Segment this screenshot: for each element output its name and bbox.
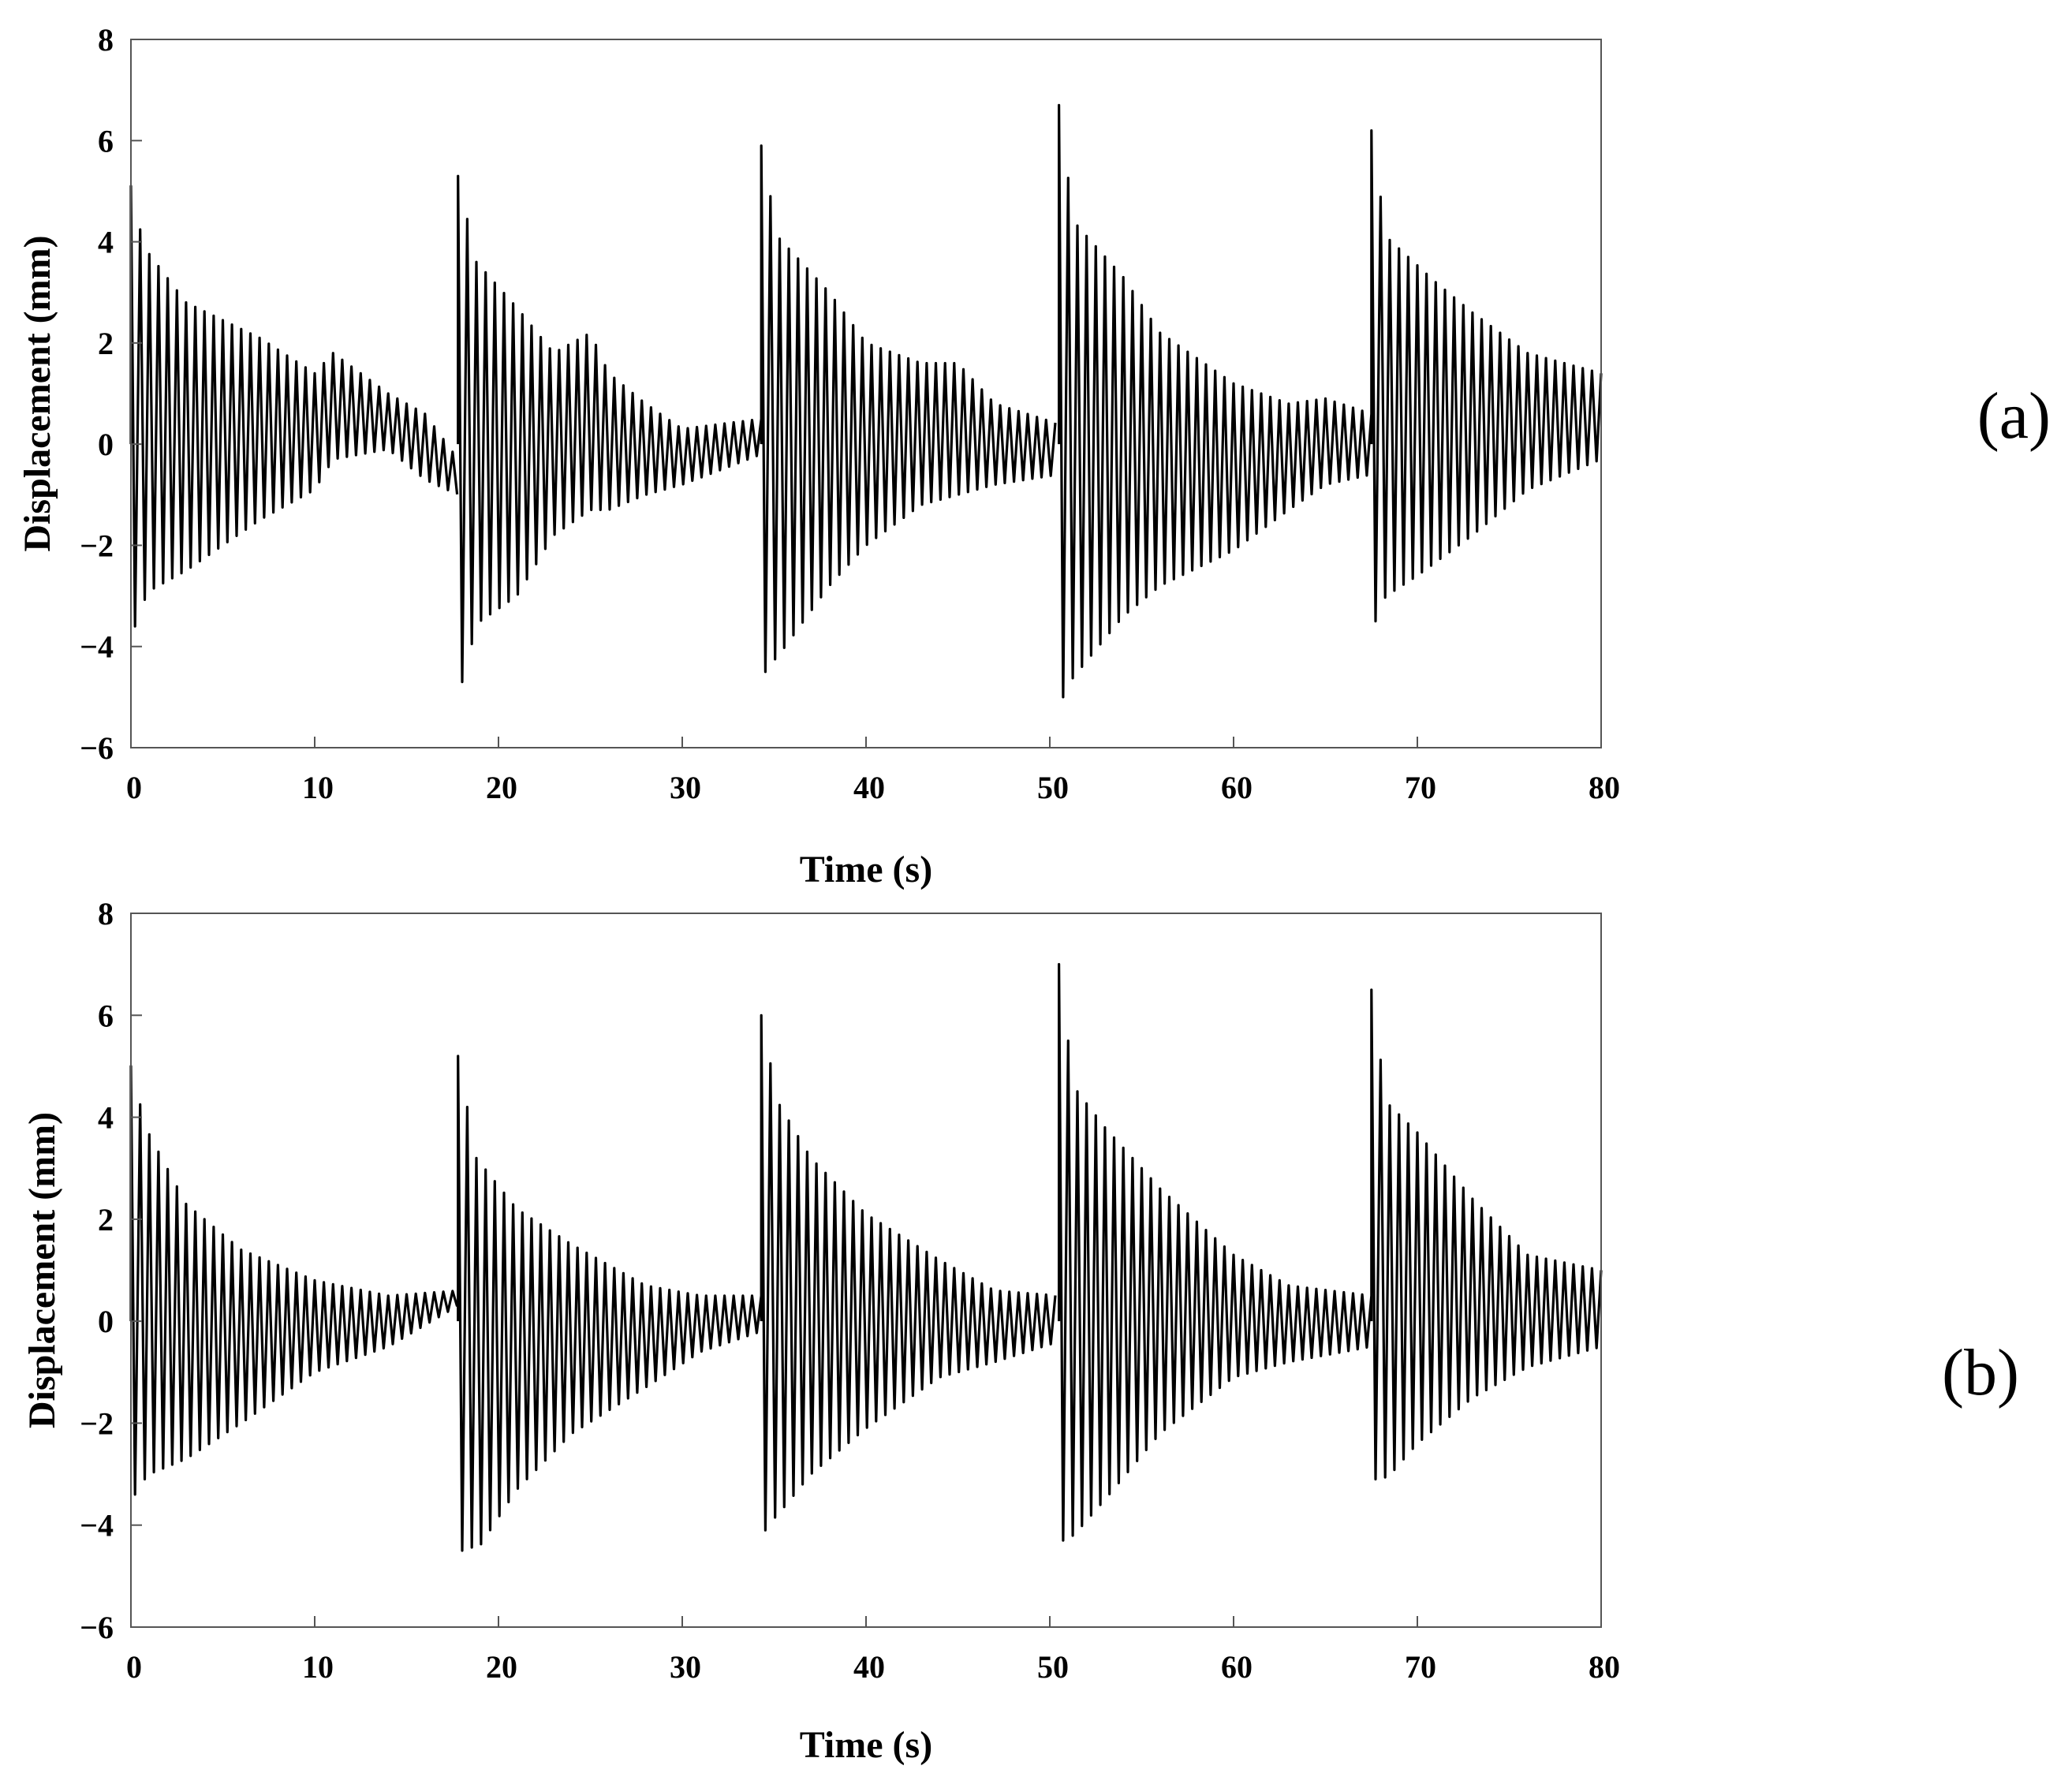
- x-axis-title: Time (s): [800, 1724, 932, 1766]
- y-tick-label: −4: [80, 1508, 114, 1543]
- panel-a: 0 10 20 30 40 50 60 70 80 −6 −4 −2 0 2 4 6 8 Time (s) Disp…: [17, 22, 2051, 890]
- x-axis-title: Time (s): [800, 849, 932, 890]
- panel-label-a: (a): [1977, 379, 2051, 453]
- x-tick-label: 20: [486, 770, 517, 805]
- x-tick-label: 10: [302, 770, 334, 805]
- x-tick-label: 70: [1405, 1649, 1436, 1685]
- x-tick-label: 80: [1589, 1649, 1620, 1685]
- y-tick-label: 6: [98, 123, 114, 159]
- x-tick-label: 30: [670, 1649, 701, 1685]
- x-tick-label: 50: [1037, 770, 1069, 805]
- x-tick-label: 20: [486, 1649, 517, 1685]
- y-axis-title: Displacement (mm): [21, 1112, 63, 1428]
- x-tick-label: 40: [853, 1649, 885, 1685]
- axes-frame-a: [130, 39, 1602, 748]
- y-tick-label: 6: [98, 998, 114, 1033]
- displacement-trace-a: [129, 103, 1603, 699]
- y-tick-label: 8: [98, 896, 114, 931]
- panel-label-b: (b): [1942, 1336, 2019, 1409]
- x-tick-label: 70: [1405, 770, 1436, 805]
- y-tick-label: −2: [80, 1405, 114, 1441]
- y-tick-label: 4: [98, 225, 114, 260]
- panel-b: 0 10 20 30 40 50 60 70 80 −6 −4 −2 0 2 4 6 8 Time (s) Disp…: [21, 896, 2019, 1766]
- y-tick-label: −4: [80, 629, 114, 665]
- axes-frame-b: [130, 913, 1602, 1628]
- displacement-trace-b: [129, 963, 1603, 1552]
- y-tick-label: −6: [80, 730, 114, 766]
- y-tick-label: 8: [98, 22, 114, 58]
- x-tick-label: 80: [1589, 770, 1620, 805]
- x-tick-label: 60: [1221, 1649, 1253, 1685]
- y-tick-label: 0: [98, 1304, 114, 1339]
- y-tick-label: 2: [98, 326, 114, 361]
- y-tick-label: 0: [98, 427, 114, 462]
- x-tick-label: 60: [1221, 770, 1253, 805]
- x-tick-label: 0: [126, 1649, 142, 1685]
- x-tick-label: 40: [853, 770, 885, 805]
- y-tick-label: 2: [98, 1202, 114, 1237]
- x-tick-label: 10: [302, 1649, 334, 1685]
- y-tick-label: 4: [98, 1100, 114, 1136]
- x-tick-label: 0: [126, 770, 142, 805]
- x-tick-label: 50: [1037, 1649, 1069, 1685]
- y-tick-label: −2: [80, 528, 114, 563]
- x-tick-label: 30: [670, 770, 701, 805]
- y-axis-title: Displacement (mm): [17, 235, 58, 551]
- y-tick-label: −6: [80, 1610, 114, 1645]
